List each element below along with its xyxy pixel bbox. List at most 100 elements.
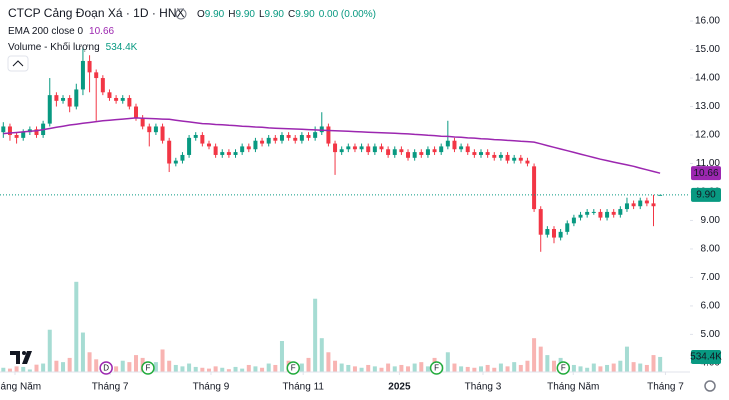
volume-bar xyxy=(54,360,59,372)
event-label: F xyxy=(561,364,566,373)
volume-bar xyxy=(167,360,172,372)
volume-bar xyxy=(591,363,596,372)
volume-name: Volume - Khối lượng xyxy=(8,41,100,53)
volume-bar xyxy=(120,360,125,372)
volume-bar xyxy=(160,349,165,372)
candle-body xyxy=(452,140,457,150)
ema-legend: EMA 200 close 0 10.66 xyxy=(8,26,115,37)
volume-bar xyxy=(352,366,357,372)
ema-value: 10.66 xyxy=(89,26,114,37)
volume-bar xyxy=(598,366,603,372)
volume-bar xyxy=(386,363,391,372)
y-tick-label: 7.00 xyxy=(701,272,721,283)
volume-bar xyxy=(485,364,490,372)
volume-bar xyxy=(233,366,238,372)
y-tick-label: 15.00 xyxy=(695,44,720,55)
y-tick-label: 12.00 xyxy=(695,130,720,141)
volume-bar xyxy=(266,363,271,372)
volume-bar xyxy=(578,366,583,372)
candle-body xyxy=(359,146,364,150)
volume-bar xyxy=(545,355,550,372)
candle-body xyxy=(147,126,152,133)
candle-body xyxy=(439,146,444,153)
candle-body xyxy=(538,209,543,235)
candle-body xyxy=(246,146,251,150)
candle-body xyxy=(153,126,158,133)
ohlc-key: L xyxy=(259,9,265,20)
candle-body xyxy=(94,72,99,79)
x-tick-label: 2025 xyxy=(388,382,411,393)
volume-bar xyxy=(134,355,139,372)
candle-body xyxy=(233,152,238,155)
volume-bar xyxy=(27,369,32,372)
volume-bar xyxy=(253,366,258,372)
candle-body xyxy=(226,152,231,155)
volume-bar xyxy=(505,366,510,372)
volume-bar xyxy=(452,363,457,372)
volume-bar xyxy=(279,341,284,372)
candle-body xyxy=(425,149,430,155)
volume-bar xyxy=(319,338,324,372)
candle-body xyxy=(299,135,304,141)
candle-body xyxy=(386,149,391,155)
volume-bar xyxy=(187,363,192,372)
collapse-button[interactable] xyxy=(7,55,29,72)
volume-bar xyxy=(74,281,79,372)
ohlc-key: H xyxy=(228,9,235,20)
volume-bar xyxy=(14,366,19,372)
candle-body xyxy=(605,211,610,218)
volume-bar xyxy=(333,360,338,372)
candle-body xyxy=(87,60,92,73)
volume-bar xyxy=(240,368,245,372)
candle-body xyxy=(167,140,172,164)
volume-bar xyxy=(412,363,417,372)
candle-body xyxy=(61,97,66,101)
volume-bar xyxy=(644,364,649,372)
volume-bar xyxy=(658,356,663,372)
candle-body xyxy=(293,137,298,141)
volume-bar xyxy=(406,366,411,372)
volume-bar xyxy=(512,362,517,372)
candle-body xyxy=(419,152,424,155)
candle-body xyxy=(624,203,629,210)
y-tick-label: 6.00 xyxy=(701,301,721,312)
candle-body xyxy=(432,149,437,153)
candle-body xyxy=(525,160,530,164)
volume-bar xyxy=(67,357,72,372)
event-marker xyxy=(286,361,300,375)
y-tick-label: 14.00 xyxy=(695,73,720,84)
volume-bar xyxy=(180,366,185,372)
volume-bar xyxy=(372,366,377,372)
candle-body xyxy=(399,149,404,153)
volume-bar xyxy=(624,346,629,372)
ohlc-value: 9.90 xyxy=(205,9,225,20)
settings-icon[interactable] xyxy=(704,380,716,392)
axis-price-tag-label: 9.90 xyxy=(696,189,716,200)
volume-bar xyxy=(87,352,92,372)
volume-bar xyxy=(465,366,470,372)
candle-body xyxy=(532,166,537,210)
visibility-icon[interactable] xyxy=(175,8,187,20)
volume-bar xyxy=(379,367,384,372)
volume-bar xyxy=(366,364,371,372)
candle-body xyxy=(339,149,344,153)
x-tick-label: Tháng 11 xyxy=(282,382,324,393)
volume-bar xyxy=(80,332,85,372)
candle-body xyxy=(140,117,145,127)
candle-body xyxy=(47,95,52,124)
candle-body xyxy=(319,126,324,133)
candle-body xyxy=(591,211,596,213)
volume-bar xyxy=(41,363,46,372)
candle-body xyxy=(266,137,271,144)
volume-bar xyxy=(359,367,364,372)
candle-body xyxy=(545,229,550,235)
volume-legend: Volume - Khối lượng 534.4K xyxy=(8,41,138,53)
candle-body xyxy=(372,146,377,153)
candle-body xyxy=(445,140,450,147)
volume-bar xyxy=(173,364,178,372)
volume-bar xyxy=(7,368,12,372)
candle-body xyxy=(120,97,125,101)
volume-bar xyxy=(518,364,523,372)
candle-body xyxy=(253,140,258,150)
candle-body xyxy=(306,135,311,138)
